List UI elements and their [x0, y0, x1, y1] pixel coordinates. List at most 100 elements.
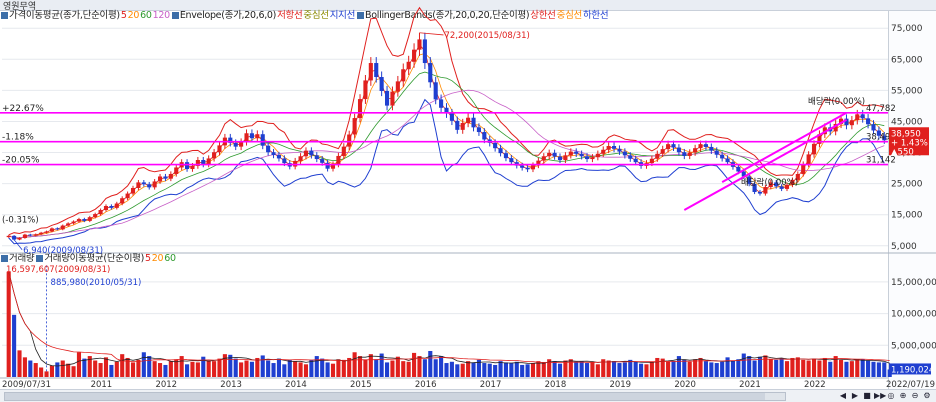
volume-bar	[401, 361, 406, 377]
volume-bar	[563, 360, 568, 377]
volume-bar	[509, 363, 514, 377]
candle-body	[563, 155, 568, 160]
ma20-line	[8, 53, 885, 239]
legend-item[interactable]: 지지선	[329, 10, 356, 21]
candle-body	[660, 149, 665, 154]
legend-item[interactable]: 5	[144, 253, 151, 264]
volume-bar	[444, 363, 449, 377]
legend-item[interactable]: 하한선	[582, 10, 609, 21]
volume-bar	[174, 359, 179, 377]
nav-button[interactable]: ◎	[887, 391, 895, 400]
candle-body	[341, 146, 346, 156]
volume-bar	[644, 364, 649, 377]
candle-body	[568, 151, 573, 156]
legend-checkbox[interactable]	[357, 12, 365, 19]
candle-body	[752, 183, 757, 193]
candle-body	[817, 134, 822, 144]
volume-bar	[363, 359, 368, 377]
candle-body	[17, 238, 22, 240]
volume-bar	[357, 356, 363, 377]
candle-body	[720, 154, 725, 159]
legend-item[interactable]: 상한선	[530, 10, 556, 21]
candle-body	[98, 210, 103, 215]
price-tick-label: 25,000	[891, 180, 923, 190]
x-axis-label: 2021	[739, 380, 761, 389]
candle-body	[260, 134, 265, 146]
current-volume-value: 1,190,024	[891, 365, 934, 375]
candle-body	[330, 164, 336, 169]
legend-checkbox[interactable]	[1, 255, 8, 262]
volume-bar	[844, 361, 849, 377]
legend-item[interactable]: 거래량	[9, 253, 35, 264]
legend-item[interactable]: 60	[164, 253, 176, 264]
candle-body	[866, 118, 871, 125]
candle-body	[503, 153, 509, 159]
legend-item[interactable]: 저항선	[277, 10, 303, 21]
stock-chart[interactable]: 5,00015,00025,00035,00045,00055,00065,00…	[0, 0, 936, 389]
candle-body	[466, 117, 471, 124]
nav-button[interactable]: ▶	[851, 391, 859, 400]
volume-bar	[666, 361, 671, 377]
volume-bar	[860, 359, 865, 377]
candle-body	[103, 206, 109, 211]
volume-bar	[882, 362, 887, 377]
volume-bar	[130, 362, 136, 377]
candle-body	[303, 150, 309, 157]
volume-bar	[714, 363, 719, 377]
legend-item[interactable]: 20	[127, 10, 140, 21]
candle-body	[6, 235, 11, 238]
legend-checkbox[interactable]	[171, 12, 179, 19]
candle-body	[601, 149, 606, 154]
legend-item[interactable]: 거래량이동평균(단순이평)	[44, 253, 144, 264]
nav-button[interactable]: ⊖	[911, 391, 919, 400]
volume-bar	[76, 352, 82, 377]
current-price-diff: ▲550	[891, 147, 914, 157]
legend-item[interactable]: BollingerBands(종가,20,0,20,단순이평)	[365, 10, 530, 21]
nav-button[interactable]: ⊕	[899, 391, 907, 400]
volume-bar	[503, 362, 509, 377]
legend-item[interactable]: 60	[140, 10, 152, 21]
volume-bar	[39, 367, 44, 377]
candle-body	[709, 146, 714, 151]
level-value-label: 38,490	[866, 133, 896, 143]
price-tick-label: 5,000	[891, 242, 917, 252]
volume-bar	[547, 359, 552, 377]
legend-item[interactable]: 중심선	[556, 10, 583, 21]
candle-body	[412, 49, 417, 62]
legend-item[interactable]: 120	[152, 10, 171, 21]
legend-item[interactable]: 가격이동평균(종가,단순이평)	[9, 10, 120, 21]
volume-bar	[839, 359, 844, 377]
volume-bar	[871, 361, 876, 377]
candle-body	[352, 118, 357, 135]
candle-body	[779, 186, 784, 189]
volume-bar	[212, 361, 217, 377]
candle-body	[590, 157, 595, 160]
candle-body	[390, 91, 395, 106]
legend-item[interactable]: 중심선	[303, 10, 329, 21]
candle-body	[130, 187, 136, 194]
volume-bar	[552, 361, 557, 377]
volume-bar	[185, 364, 190, 377]
volume-bar	[136, 359, 141, 377]
candle-body	[687, 152, 692, 156]
legend-item[interactable]: 20	[151, 253, 164, 264]
scrollbar-thumb[interactable]	[5, 393, 765, 400]
candle-body	[163, 176, 168, 179]
volume-bar	[271, 363, 276, 377]
candle-body	[12, 235, 17, 240]
candle-body	[455, 120, 460, 130]
nav-button[interactable]: ◀	[839, 391, 847, 400]
nav-button[interactable]: ⚙	[923, 391, 931, 400]
legend-checkbox[interactable]	[36, 255, 44, 262]
legend-checkbox[interactable]	[1, 12, 8, 19]
volume-bar	[698, 357, 703, 377]
candle-body	[617, 148, 622, 152]
volume-bar	[633, 361, 638, 377]
volume-bar	[66, 363, 71, 377]
legend-item[interactable]: 5	[120, 10, 127, 21]
legend-item[interactable]: Envelope(종가,20,6,0)	[179, 10, 277, 21]
nav-button[interactable]: ▶▶	[874, 391, 887, 400]
chart-scrollbar[interactable]	[4, 392, 786, 401]
nav-button[interactable]: ■	[863, 391, 871, 400]
candle-body	[363, 80, 368, 100]
